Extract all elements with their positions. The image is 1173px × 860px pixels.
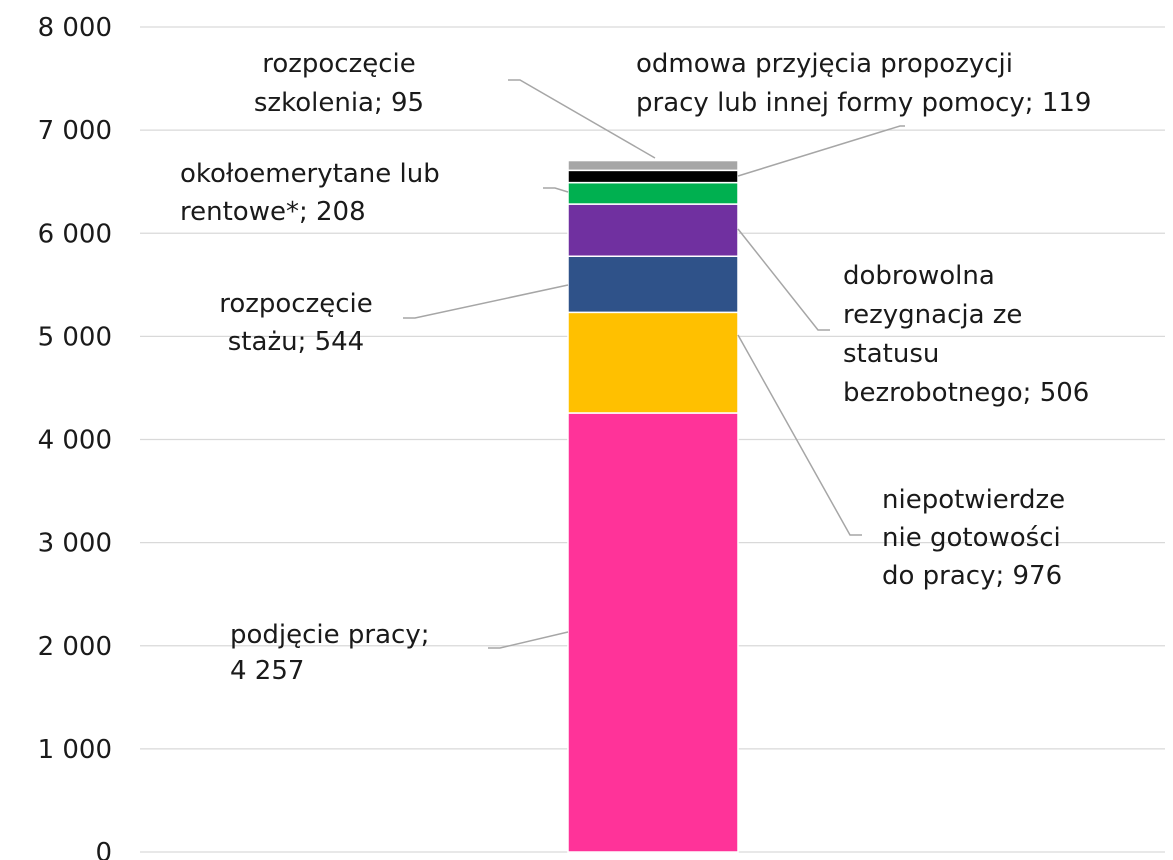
data-label-line: nie gotowości <box>882 523 1061 553</box>
data-label: odmowa przyjęcia propozycji pracy lub inn… <box>636 49 1091 118</box>
data-label-line: rozpoczęcie <box>219 289 373 319</box>
bar-segment <box>567 412 739 853</box>
data-label-line: bezrobotnego; 506 <box>843 378 1089 408</box>
bar-segment <box>567 311 739 414</box>
data-label: dobrowolna rezygnacja ze statusu bezrobotne… <box>843 261 1089 408</box>
data-label-line: odmowa przyjęcia propozycji <box>636 49 1013 79</box>
data-label-line: niepotwierdze <box>882 485 1065 515</box>
data-label: rozpoczęcie szkolenia; 95 <box>254 49 424 118</box>
y-tick-label: 8 000 <box>38 13 112 43</box>
bar-segment <box>567 169 739 184</box>
leader-line <box>403 284 569 319</box>
bar-segment <box>567 255 739 314</box>
data-label: okołoemerytane lub rentowe*; 208 <box>180 159 440 227</box>
data-label-line: 4 257 <box>230 656 304 686</box>
leader-line <box>508 79 656 159</box>
leader-line <box>488 631 569 649</box>
bar-segment <box>567 159 739 172</box>
data-label-line: podjęcie pracy; <box>230 620 429 650</box>
y-tick-label: 1 000 <box>38 735 112 765</box>
data-label-line: szkolenia; 95 <box>254 88 424 118</box>
data-label-line: statusu <box>843 339 939 369</box>
leader-line <box>737 228 830 331</box>
data-label-line: rentowe*; 208 <box>180 197 366 227</box>
data-label-line: rezygnacja ze <box>843 300 1022 330</box>
data-label-line: stażu; 544 <box>228 327 364 357</box>
y-tick-label: 0 <box>95 838 112 860</box>
data-label: niepotwierdze nie gotowości do pracy; 976 <box>882 485 1065 591</box>
y-tick-label: 5 000 <box>38 322 112 352</box>
data-label-line: rozpoczęcie <box>262 49 416 79</box>
leader-line <box>737 334 862 536</box>
leader-line <box>543 187 569 193</box>
data-label: podjęcie pracy; 4 257 <box>230 620 429 686</box>
leader-line <box>737 125 905 177</box>
y-tick-label: 7 000 <box>38 116 112 146</box>
y-tick-label: 2 000 <box>38 632 112 662</box>
data-label-line: pracy lub innej formy pomocy; 119 <box>636 88 1091 118</box>
data-label: rozpoczęcie stażu; 544 <box>219 289 373 357</box>
y-tick-label: 6 000 <box>38 219 112 249</box>
data-label-line: okołoemerytane lub <box>180 159 440 189</box>
bar-segment <box>567 181 739 205</box>
y-tick-label: 4 000 <box>38 426 112 456</box>
y-tick-label: 3 000 <box>38 529 112 559</box>
bar-segment <box>567 203 739 257</box>
data-label-line: do pracy; 976 <box>882 561 1062 591</box>
data-label-line: dobrowolna <box>843 261 995 291</box>
